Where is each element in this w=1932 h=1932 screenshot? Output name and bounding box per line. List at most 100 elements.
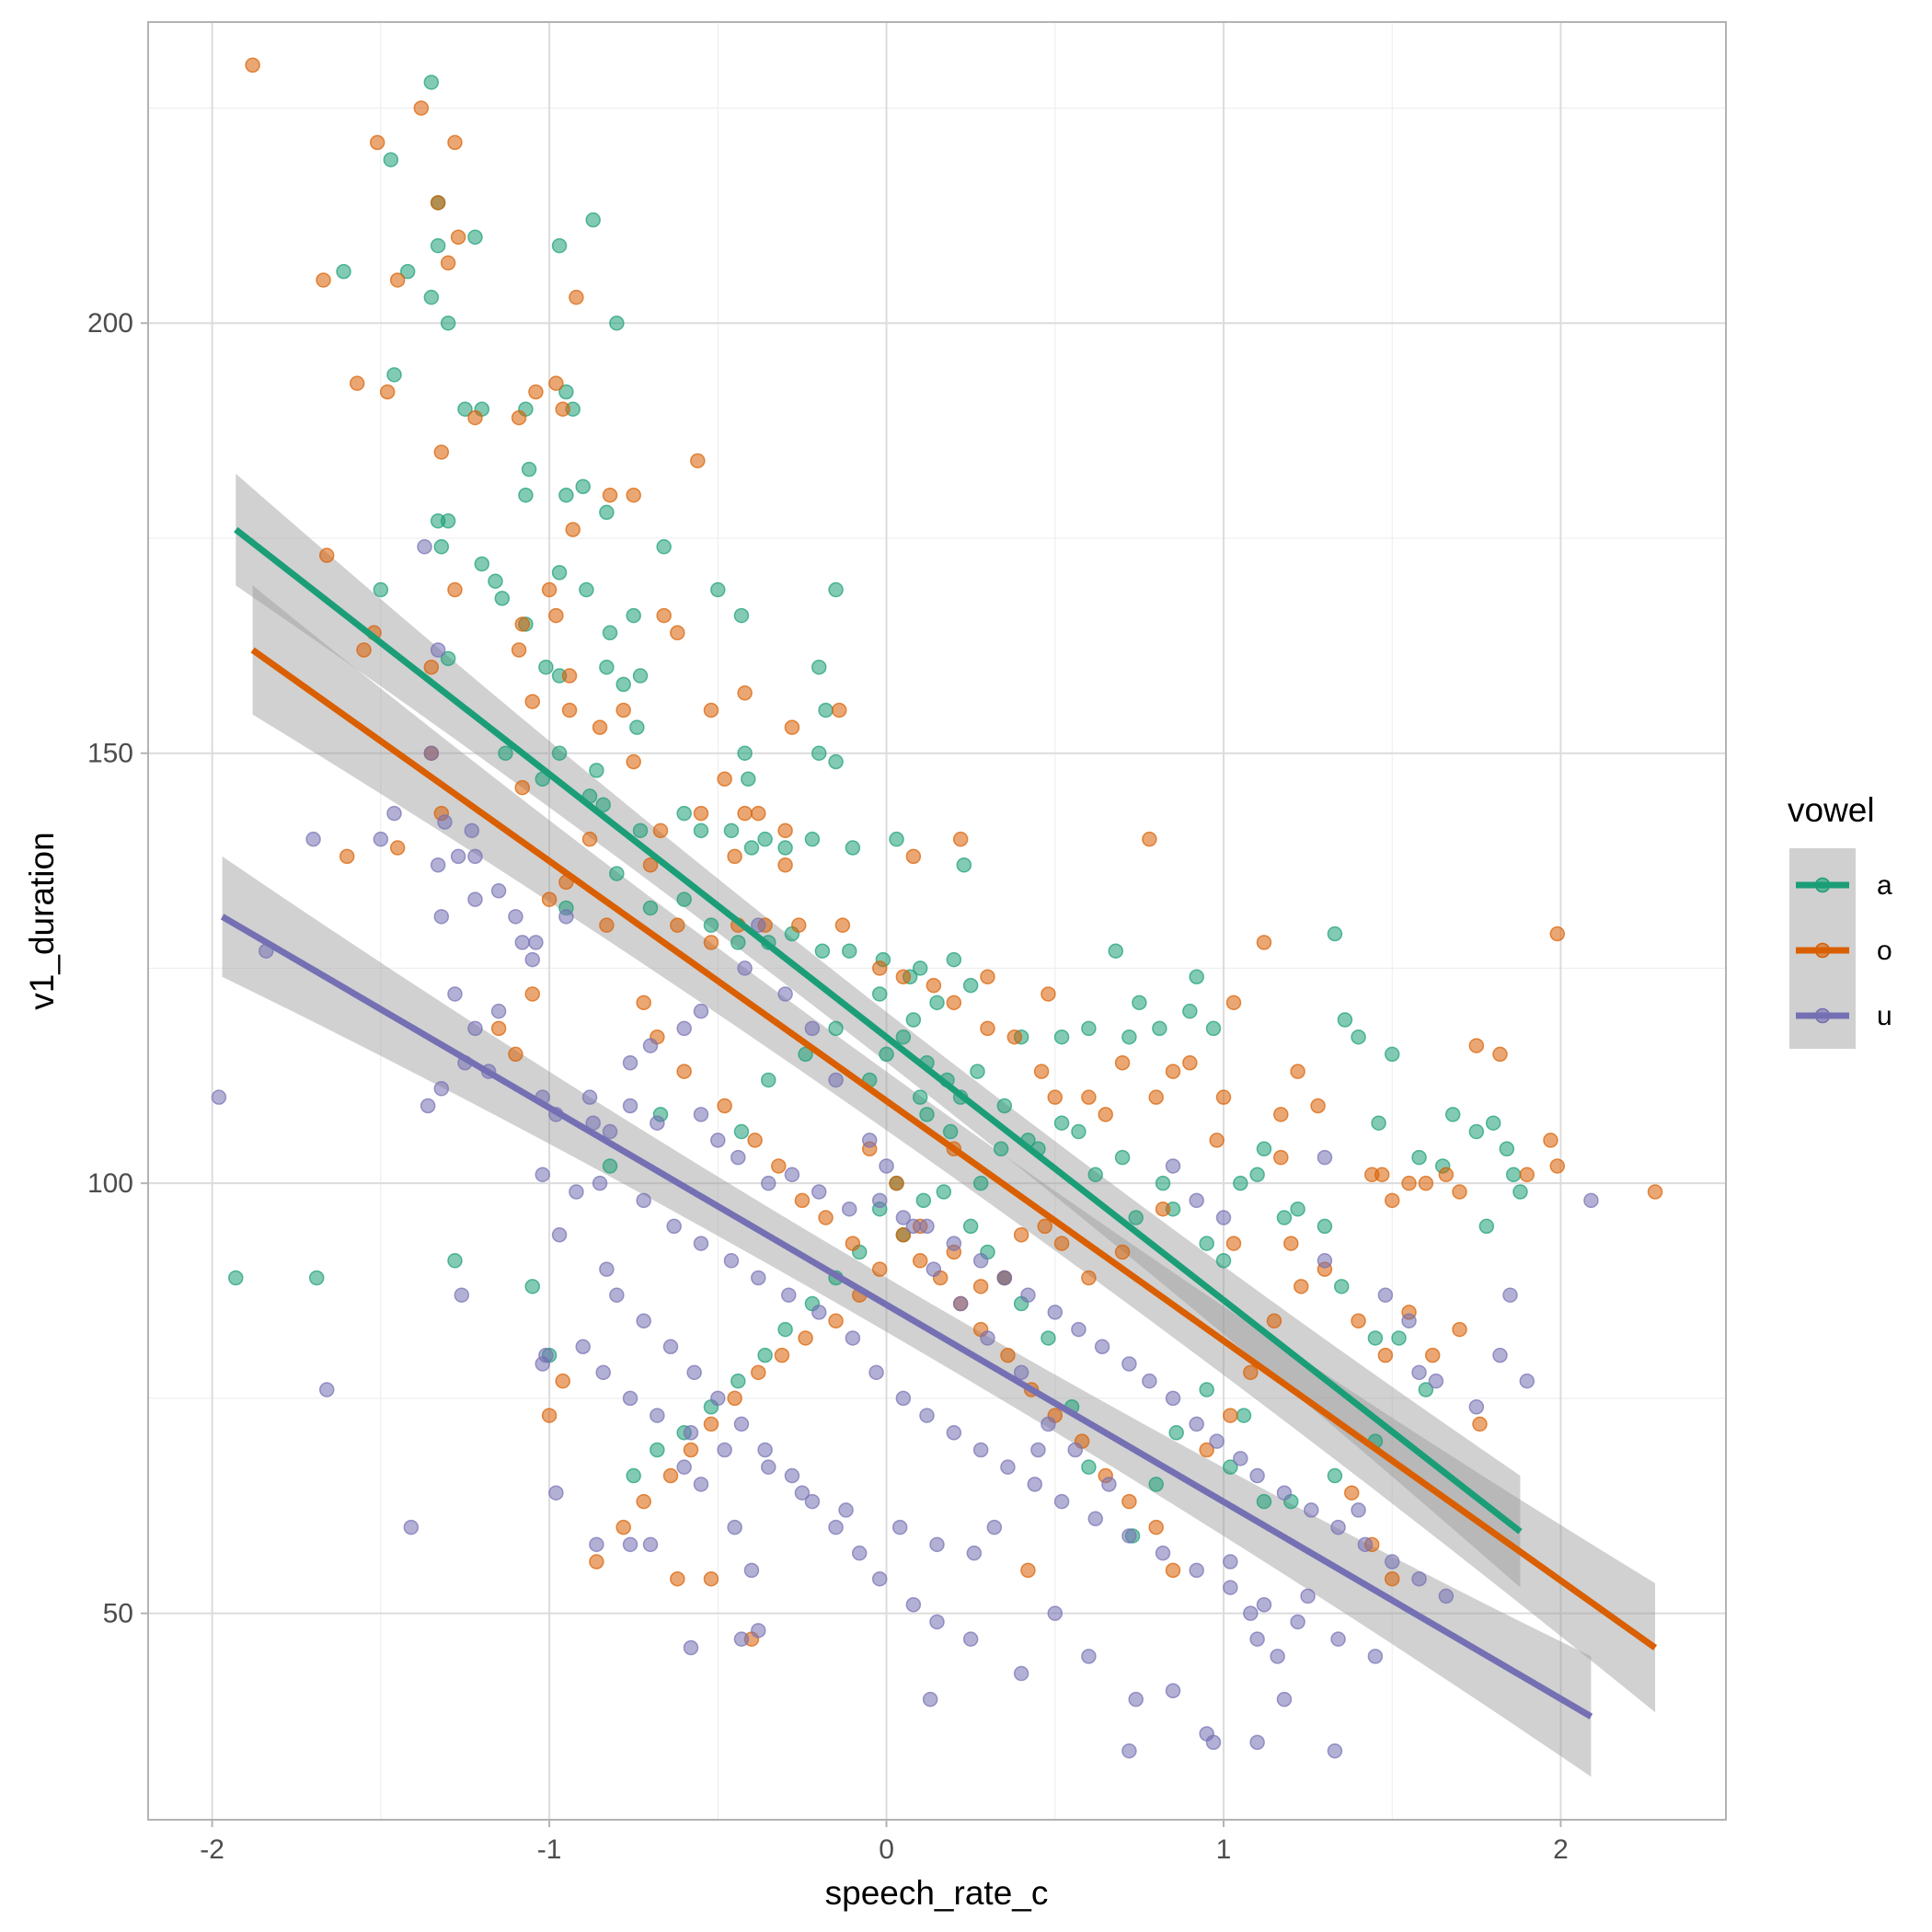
point-o bbox=[1377, 1347, 1394, 1363]
point-u bbox=[1165, 1683, 1181, 1699]
point-a bbox=[575, 478, 591, 495]
point-a bbox=[828, 753, 844, 770]
point-u bbox=[730, 1149, 746, 1166]
point-o bbox=[1165, 1064, 1181, 1079]
point-u bbox=[879, 1158, 894, 1174]
point-a bbox=[228, 1270, 244, 1286]
point-u bbox=[433, 909, 450, 925]
point-u bbox=[581, 1089, 598, 1105]
point-u bbox=[642, 1038, 659, 1053]
point-o bbox=[467, 409, 483, 426]
point-o bbox=[777, 857, 793, 873]
point-u bbox=[966, 1545, 983, 1561]
point-u bbox=[569, 1184, 584, 1200]
point-u bbox=[946, 1236, 962, 1251]
point-a bbox=[828, 1020, 844, 1037]
point-u bbox=[784, 1467, 800, 1484]
y-axis-title: v1_duration bbox=[23, 832, 61, 1009]
point-a bbox=[798, 1046, 813, 1063]
point-u bbox=[972, 1253, 989, 1269]
point-u bbox=[490, 1003, 507, 1019]
point-o bbox=[771, 1158, 787, 1174]
point-u bbox=[972, 1442, 989, 1458]
point-o bbox=[555, 1373, 570, 1389]
point-u bbox=[851, 1545, 868, 1561]
point-o bbox=[828, 1313, 844, 1328]
point-o bbox=[703, 702, 719, 719]
point-o bbox=[676, 1064, 692, 1079]
point-o bbox=[389, 840, 406, 856]
point-a bbox=[1041, 1330, 1056, 1346]
legend-label-u: u bbox=[1877, 1001, 1892, 1031]
point-u bbox=[727, 1519, 742, 1535]
point-o bbox=[508, 1046, 523, 1063]
point-o bbox=[581, 831, 598, 847]
point-a bbox=[946, 951, 962, 968]
point-a bbox=[1290, 1201, 1305, 1217]
point-a bbox=[308, 1270, 325, 1286]
point-u bbox=[403, 1519, 420, 1535]
point-a bbox=[538, 659, 554, 675]
point-u bbox=[1249, 1631, 1265, 1647]
point-o bbox=[703, 935, 719, 950]
point-o bbox=[1374, 1167, 1390, 1183]
point-u bbox=[318, 1382, 335, 1397]
point-a bbox=[1351, 1029, 1366, 1045]
y-axis: 50 100 150 200 bbox=[87, 308, 148, 1629]
point-u bbox=[1276, 1691, 1293, 1708]
point-o bbox=[1424, 1347, 1441, 1363]
point-o bbox=[589, 1554, 604, 1570]
point-a bbox=[845, 840, 861, 856]
point-a bbox=[743, 840, 760, 856]
point-u bbox=[946, 1425, 962, 1441]
point-a bbox=[841, 943, 857, 959]
point-u bbox=[1270, 1649, 1285, 1664]
point-o bbox=[561, 702, 578, 719]
point-a bbox=[889, 831, 904, 847]
point-a bbox=[558, 487, 574, 503]
point-u bbox=[683, 1425, 699, 1441]
point-o bbox=[690, 453, 706, 469]
legend-label-o: o bbox=[1877, 936, 1892, 966]
point-u bbox=[1000, 1459, 1016, 1475]
point-a bbox=[1485, 1115, 1501, 1131]
point-o bbox=[670, 625, 685, 641]
point-u bbox=[1317, 1253, 1333, 1269]
point-o bbox=[1033, 1064, 1050, 1079]
point-o bbox=[889, 1175, 904, 1191]
point-u bbox=[804, 1493, 821, 1510]
point-a bbox=[595, 797, 611, 813]
point-o bbox=[926, 977, 942, 994]
point-a bbox=[804, 831, 821, 847]
point-a bbox=[703, 917, 719, 933]
point-o bbox=[737, 805, 753, 822]
point-u bbox=[420, 1098, 436, 1114]
point-u bbox=[595, 1364, 611, 1381]
point-o bbox=[1468, 1038, 1485, 1053]
point-u bbox=[490, 883, 507, 899]
point-a bbox=[1114, 1149, 1131, 1166]
point-o bbox=[912, 1253, 928, 1269]
point-o bbox=[1401, 1175, 1417, 1191]
point-a bbox=[615, 676, 631, 693]
point-u bbox=[777, 986, 793, 1002]
point-o bbox=[683, 1442, 699, 1458]
point-u bbox=[1053, 1493, 1070, 1510]
point-o bbox=[1256, 935, 1272, 950]
point-o bbox=[615, 1519, 631, 1535]
point-u bbox=[757, 1442, 773, 1458]
point-a bbox=[524, 1279, 541, 1294]
point-u bbox=[622, 1098, 638, 1114]
point-u bbox=[1047, 1605, 1064, 1621]
point-o bbox=[1225, 995, 1242, 1011]
point-a bbox=[1081, 1459, 1097, 1475]
point-a bbox=[1444, 1107, 1461, 1122]
point-u bbox=[743, 1562, 760, 1579]
point-u bbox=[962, 1631, 979, 1647]
point-o bbox=[791, 917, 807, 933]
point-u bbox=[437, 814, 453, 830]
point-u bbox=[602, 1123, 618, 1140]
point-o bbox=[514, 779, 531, 796]
point-a bbox=[423, 75, 440, 90]
